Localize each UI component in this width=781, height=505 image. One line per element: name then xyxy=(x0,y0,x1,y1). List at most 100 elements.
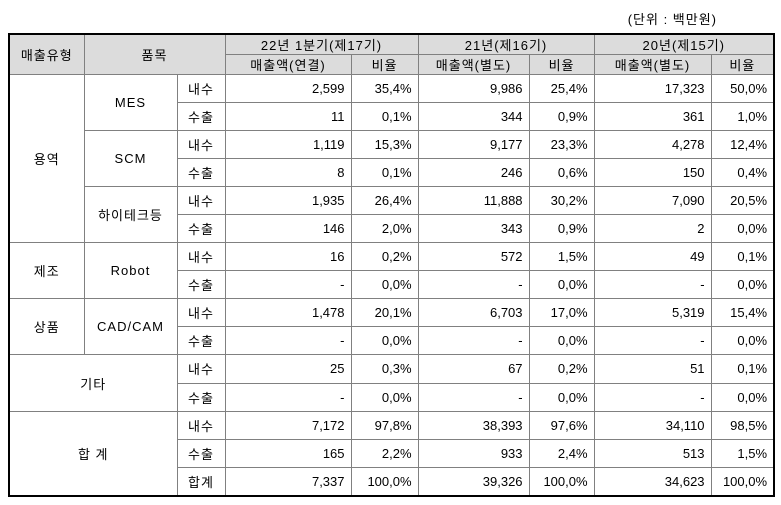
table-row: 수출 165 2,2% 933 2,4% 513 1,5% xyxy=(9,438,775,468)
table-header: 매출유형 품목 22년 1분기(제17기) 21년(제16기) 20년(제15기… xyxy=(8,33,775,75)
item-cell: SCM xyxy=(83,130,178,188)
ratio-cell: 20,1% xyxy=(350,298,419,328)
header-row-measures: 매출액(연결) 비율 매출액(별도) 비율 매출액(별도) 비율 xyxy=(9,54,775,75)
col-header-period-20: 20년(제15기) xyxy=(593,33,775,55)
channel-cell: 내수 xyxy=(176,186,226,216)
amount-cell: 165 xyxy=(224,438,352,468)
ratio-cell: 0,1% xyxy=(710,242,775,272)
amount-cell: 4,278 xyxy=(593,130,712,160)
amount-cell: 1,478 xyxy=(224,298,352,328)
channel-cell: 내수 xyxy=(176,130,226,160)
ratio-cell: 12,4% xyxy=(710,130,775,160)
ratio-cell: 15,4% xyxy=(710,298,775,328)
ratio-cell: 0,0% xyxy=(350,382,419,412)
channel-cell: 합계 xyxy=(176,466,226,497)
ratio-cell: 2,0% xyxy=(350,214,419,244)
col-header-sales-type: 매출유형 xyxy=(8,33,85,75)
col-header-amount-20: 매출액(별도) xyxy=(593,54,712,75)
col-header-item: 품목 xyxy=(83,33,226,75)
amount-cell: 38,393 xyxy=(417,410,530,440)
amount-cell: - xyxy=(417,382,530,412)
amount-cell: 9,986 xyxy=(417,73,530,104)
col-header-period-21: 21년(제16기) xyxy=(417,33,595,55)
table-row: 수출 11 0,1% 344 0,9% 361 1,0% xyxy=(9,102,775,132)
ratio-cell: 0,0% xyxy=(710,270,775,300)
item-cell: 하이테크등 xyxy=(83,186,178,244)
table-body: 용역 MES 내수 2,599 35,4% 9,986 25,4% 17,323… xyxy=(8,73,775,497)
table-row: 수출 - 0,0% - 0,0% - 0,0% xyxy=(9,270,775,300)
ratio-cell: 23,3% xyxy=(528,130,595,160)
amount-cell: 17,323 xyxy=(593,73,712,104)
channel-cell: 수출 xyxy=(176,382,226,412)
ratio-cell: 0,0% xyxy=(528,326,595,356)
amount-cell: 11,888 xyxy=(417,186,530,216)
ratio-cell: 15,3% xyxy=(350,130,419,160)
channel-cell: 수출 xyxy=(176,102,226,132)
col-header-ratio-20: 비율 xyxy=(710,54,775,75)
table-row: 하이테크등 내수 1,935 26,4% 11,888 30,2% 7,090 … xyxy=(9,186,775,244)
ratio-cell: 2,2% xyxy=(350,438,419,468)
amount-cell: - xyxy=(417,326,530,356)
ratio-cell: 0,6% xyxy=(528,158,595,188)
ratio-cell: 100,0% xyxy=(710,466,775,497)
ratio-cell: 97,6% xyxy=(528,410,595,440)
table-row: 수출 146 2,0% 343 0,9% 2 0,0% xyxy=(9,214,775,244)
ratio-cell: 0,0% xyxy=(710,326,775,356)
ratio-cell: 0,9% xyxy=(528,102,595,132)
ratio-cell: 50,0% xyxy=(710,73,775,104)
amount-cell: 361 xyxy=(593,102,712,132)
amount-cell: 344 xyxy=(417,102,530,132)
ratio-cell: 0,0% xyxy=(710,214,775,244)
amount-cell: 67 xyxy=(417,354,530,384)
sales-table: 매출유형 품목 22년 1분기(제17기) 21년(제16기) 20년(제15기… xyxy=(8,33,776,497)
ratio-cell: 1,0% xyxy=(710,102,775,132)
header-row-periods: 매출유형 품목 22년 1분기(제17기) 21년(제16기) 20년(제15기… xyxy=(8,33,775,75)
sales-type-cell: 상품 xyxy=(8,298,85,356)
ratio-cell: 0,1% xyxy=(710,354,775,384)
table-row: 수출 - 0,0% - 0,0% - 0,0% xyxy=(9,382,775,412)
amount-cell: 513 xyxy=(593,438,712,468)
item-cell: CAD/CAM xyxy=(83,298,178,356)
col-header-amount-21: 매출액(별도) xyxy=(417,54,530,75)
channel-cell: 수출 xyxy=(176,326,226,356)
ratio-cell: 1,5% xyxy=(710,438,775,468)
channel-cell: 내수 xyxy=(176,354,226,384)
ratio-cell: 0,9% xyxy=(528,214,595,244)
channel-cell: 내수 xyxy=(176,242,226,272)
channel-cell: 수출 xyxy=(176,158,226,188)
amount-cell: 572 xyxy=(417,242,530,272)
amount-cell: 7,172 xyxy=(224,410,352,440)
amount-cell: 150 xyxy=(593,158,712,188)
ratio-cell: 0,0% xyxy=(710,382,775,412)
ratio-cell: 97,8% xyxy=(350,410,419,440)
amount-cell: 49 xyxy=(593,242,712,272)
table-row: 상품 CAD/CAM 내수 1,478 20,1% 6,703 17,0% 5,… xyxy=(8,298,775,356)
amount-cell: 1,119 xyxy=(224,130,352,160)
table-row: 제조 Robot 내수 16 0,2% 572 1,5% 49 0,1% xyxy=(8,242,775,300)
channel-cell: 내수 xyxy=(176,298,226,328)
amount-cell: - xyxy=(593,326,712,356)
amount-cell: 933 xyxy=(417,438,530,468)
channel-cell: 수출 xyxy=(176,438,226,468)
ratio-cell: 100,0% xyxy=(528,466,595,497)
amount-cell: 11 xyxy=(224,102,352,132)
amount-cell: 2,599 xyxy=(224,73,352,104)
ratio-cell: 25,4% xyxy=(528,73,595,104)
amount-cell: - xyxy=(224,326,352,356)
ratio-cell: 0,0% xyxy=(350,270,419,300)
amount-cell: 51 xyxy=(593,354,712,384)
table-row: 합 계 내수 7,172 97,8% 38,393 97,6% 34,110 9… xyxy=(8,410,775,497)
amount-cell: 343 xyxy=(417,214,530,244)
col-header-ratio-21: 비율 xyxy=(528,54,595,75)
ratio-cell: 0,0% xyxy=(528,382,595,412)
amount-cell: - xyxy=(224,382,352,412)
item-cell: Robot xyxy=(83,242,178,300)
amount-cell: 34,110 xyxy=(593,410,712,440)
ratio-cell: 17,0% xyxy=(528,298,595,328)
ratio-cell: 0,0% xyxy=(528,270,595,300)
amount-cell: 246 xyxy=(417,158,530,188)
ratio-cell: 0,1% xyxy=(350,158,419,188)
amount-cell: - xyxy=(224,270,352,300)
item-cell: MES xyxy=(83,73,178,132)
amount-cell: 5,319 xyxy=(593,298,712,328)
